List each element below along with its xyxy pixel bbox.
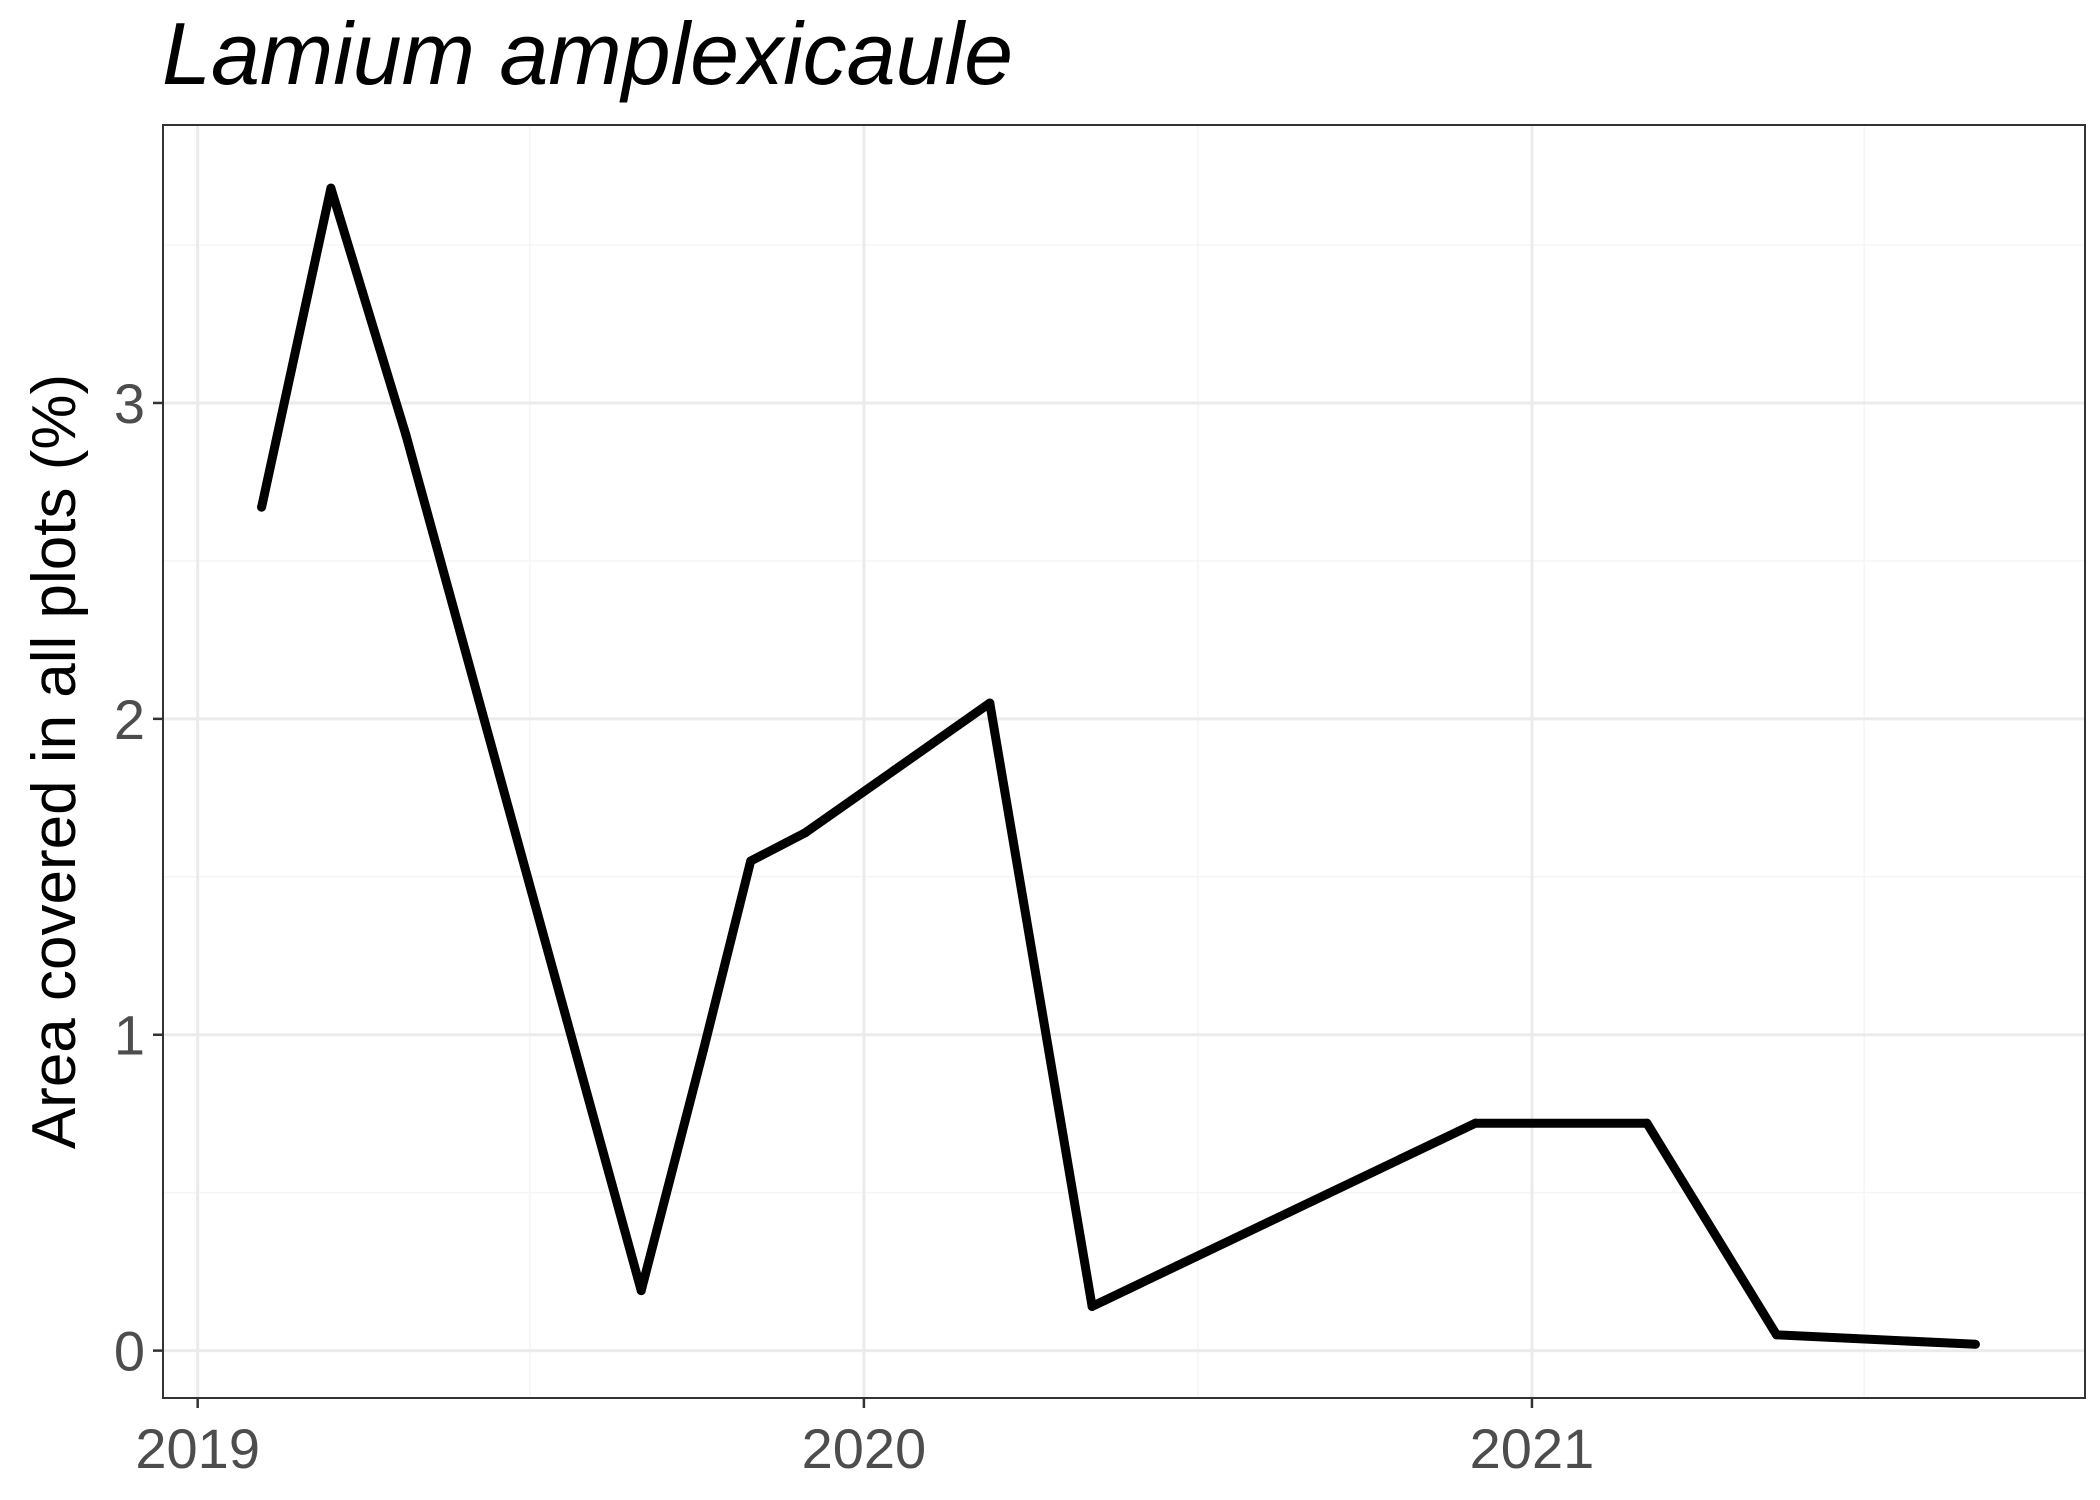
data-point (257, 502, 267, 512)
data-point (1772, 1330, 1782, 1340)
y-axis-label: Area covered in all plots (%) (20, 374, 89, 1149)
data-point (326, 183, 336, 193)
series-layer (257, 183, 1980, 1349)
data-point (800, 828, 810, 838)
data-point (1087, 1301, 1097, 1311)
data-point (636, 1286, 646, 1296)
y-tick-label: 1 (114, 1004, 145, 1067)
x-tick-label: 2019 (135, 1417, 260, 1480)
data-point (1470, 1118, 1480, 1128)
data-point (401, 430, 411, 440)
y-tick-label: 3 (114, 372, 145, 435)
data-point (698, 1046, 708, 1056)
x-tick-label: 2020 (802, 1417, 927, 1480)
y-tick-label: 0 (114, 1320, 145, 1383)
data-point (1970, 1339, 1980, 1349)
plot-border (162, 124, 2086, 1399)
x-tick-label: 2021 (1470, 1417, 1595, 1480)
data-point (746, 856, 756, 866)
axes: 2019 2020 2021 0 1 2 3 (114, 372, 1594, 1480)
series-line (257, 183, 1976, 1349)
y-tick-label: 2 (114, 688, 145, 751)
data-point (1642, 1118, 1652, 1128)
chart-title: Lamium amplexicaule (162, 4, 1013, 103)
gridlines (163, 125, 2085, 1398)
data-point (985, 698, 995, 708)
